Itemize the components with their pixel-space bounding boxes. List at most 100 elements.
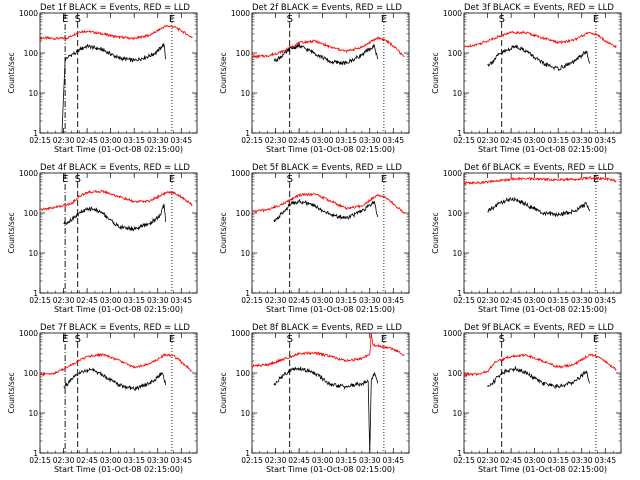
x-axis-label: Start Time (01-Oct-08 02:15:00) (54, 305, 183, 314)
chart-title: Det 9f BLACK = Events, RED = LLD (464, 323, 614, 333)
y-tick-label: 1 (245, 289, 250, 298)
x-tick-label: 03:15 (335, 296, 357, 305)
lld-series-line (39, 352, 193, 377)
chart-title: Det 3f BLACK = Events, RED = LLD (464, 3, 614, 13)
y-tick-label: 1 (245, 129, 250, 138)
x-tick-label: 03:30 (359, 136, 381, 145)
event-marker-label: E (62, 14, 68, 25)
y-tick-label: 1 (457, 289, 462, 298)
lld-series-line (463, 353, 617, 378)
y-tick-label: 100 (24, 209, 39, 218)
chart-grid: Det 1f BLACK = Events, RED = LLD11010010… (7, 3, 622, 474)
x-tick-label: 02:45 (500, 136, 522, 145)
x-tick-label: 03:45 (382, 136, 404, 145)
x-axis-label: Start Time (01-Oct-08 02:15:00) (266, 305, 395, 314)
x-tick-label: 03:30 (359, 456, 381, 465)
y-tick-label: 1000 (443, 9, 462, 18)
y-axis-label: Counts/sec (7, 212, 16, 253)
x-tick-label: 02:45 (500, 456, 522, 465)
events-series-line (61, 42, 166, 134)
y-axis-label: Counts/sec (219, 212, 228, 253)
x-tick-label: 03:00 (100, 136, 122, 145)
chart-title: Det 4f BLACK = Events, RED = LLD (40, 163, 190, 173)
event-marker-label: S (499, 334, 505, 345)
x-tick-label: 03:15 (547, 296, 569, 305)
y-tick-label: 1000 (231, 9, 250, 18)
event-marker-label: S (75, 14, 81, 25)
y-tick-label: 10 (452, 409, 462, 418)
x-tick-label: 03:30 (571, 456, 593, 465)
y-tick-label: 100 (24, 369, 39, 378)
y-tick-label: 100 (236, 209, 251, 218)
x-tick-label: 03:45 (594, 136, 616, 145)
event-marker-label: E (381, 14, 387, 25)
event-marker-label: E (381, 174, 387, 185)
chart-title: Det 8f BLACK = Events, RED = LLD (252, 323, 402, 333)
y-axis-label: Counts/sec (219, 372, 228, 413)
event-marker-label: E (593, 334, 599, 345)
x-tick-label: 02:30 (265, 296, 287, 305)
x-tick-label: 03:45 (382, 456, 404, 465)
chart-panel-2: Det 2f BLACK = Events, RED = LLD 1 10 100 10… (219, 3, 410, 154)
y-tick-label: 1 (245, 449, 250, 458)
y-tick-label: 1 (33, 289, 38, 298)
events-series-line (487, 196, 590, 218)
lld-series-line (39, 24, 193, 41)
x-tick-label: 03:00 (100, 456, 122, 465)
event-marker-label: S (287, 174, 293, 185)
y-axis-label: Counts/sec (431, 52, 440, 93)
y-tick-label: 100 (448, 369, 463, 378)
chart-title: Det 2f BLACK = Events, RED = LLD (252, 3, 402, 13)
x-tick-label: 03:30 (147, 296, 169, 305)
y-tick-label: 100 (448, 49, 463, 58)
y-tick-label: 100 (448, 209, 463, 218)
x-tick-label: 03:30 (359, 296, 381, 305)
chart-panel-5: Det 5f BLACK = Events, RED = LLD 1 10 100 10… (219, 163, 410, 314)
x-tick-label: 03:00 (312, 136, 334, 145)
chart-panel-7: Det 7f BLACK = Events, RED = LLD 1 10 100 10… (7, 323, 198, 474)
y-tick-label: 1000 (443, 169, 462, 178)
lld-series-line (251, 35, 405, 60)
y-tick-label: 10 (28, 409, 38, 418)
chart-title: Det 1f BLACK = Events, RED = LLD (40, 3, 190, 13)
event-marker-label: E (593, 14, 599, 25)
event-marker-label: S (287, 334, 293, 345)
x-tick-label: 02:15 (453, 296, 475, 305)
events-series-line (273, 366, 378, 454)
x-tick-label: 03:15 (123, 456, 145, 465)
events-series-line (63, 203, 166, 232)
event-marker-label: S (499, 14, 505, 25)
event-marker-label: E (169, 334, 175, 345)
y-tick-label: 1000 (231, 169, 250, 178)
x-tick-label: 03:45 (170, 136, 192, 145)
y-axis-label: Counts/sec (431, 212, 440, 253)
x-tick-label: 02:15 (29, 456, 51, 465)
y-tick-label: 1000 (19, 169, 38, 178)
x-tick-label: 02:30 (53, 296, 75, 305)
y-tick-label: 10 (240, 409, 250, 418)
x-tick-label: 03:00 (524, 456, 546, 465)
event-marker-label: E (593, 174, 599, 185)
y-axis-label: Counts/sec (219, 52, 228, 93)
chart-panel-6: Det 6f BLACK = Events, RED = LLD 1 10 100 10… (431, 163, 622, 314)
lld-series-line (251, 332, 405, 368)
x-tick-label: 02:30 (477, 136, 499, 145)
events-series-line (273, 43, 378, 65)
y-tick-label: 100 (24, 49, 39, 58)
x-tick-label: 02:15 (29, 296, 51, 305)
x-axis-label: Start Time (01-Oct-08 02:15:00) (478, 305, 607, 314)
y-tick-label: 10 (240, 89, 250, 98)
event-marker-label: E (62, 334, 68, 345)
chart-panel-8: Det 8f BLACK = Events, RED = LLD 1 10 100 10… (219, 323, 410, 474)
y-axis-label: Counts/sec (431, 372, 440, 413)
event-marker-label: E (62, 174, 68, 185)
lld-series-line (463, 30, 617, 49)
y-tick-label: 10 (240, 249, 250, 258)
y-tick-label: 1000 (19, 329, 38, 338)
event-marker-label: S (75, 334, 81, 345)
x-tick-label: 03:30 (571, 136, 593, 145)
x-tick-label: 03:00 (312, 456, 334, 465)
x-axis-label: Start Time (01-Oct-08 02:15:00) (478, 465, 607, 474)
